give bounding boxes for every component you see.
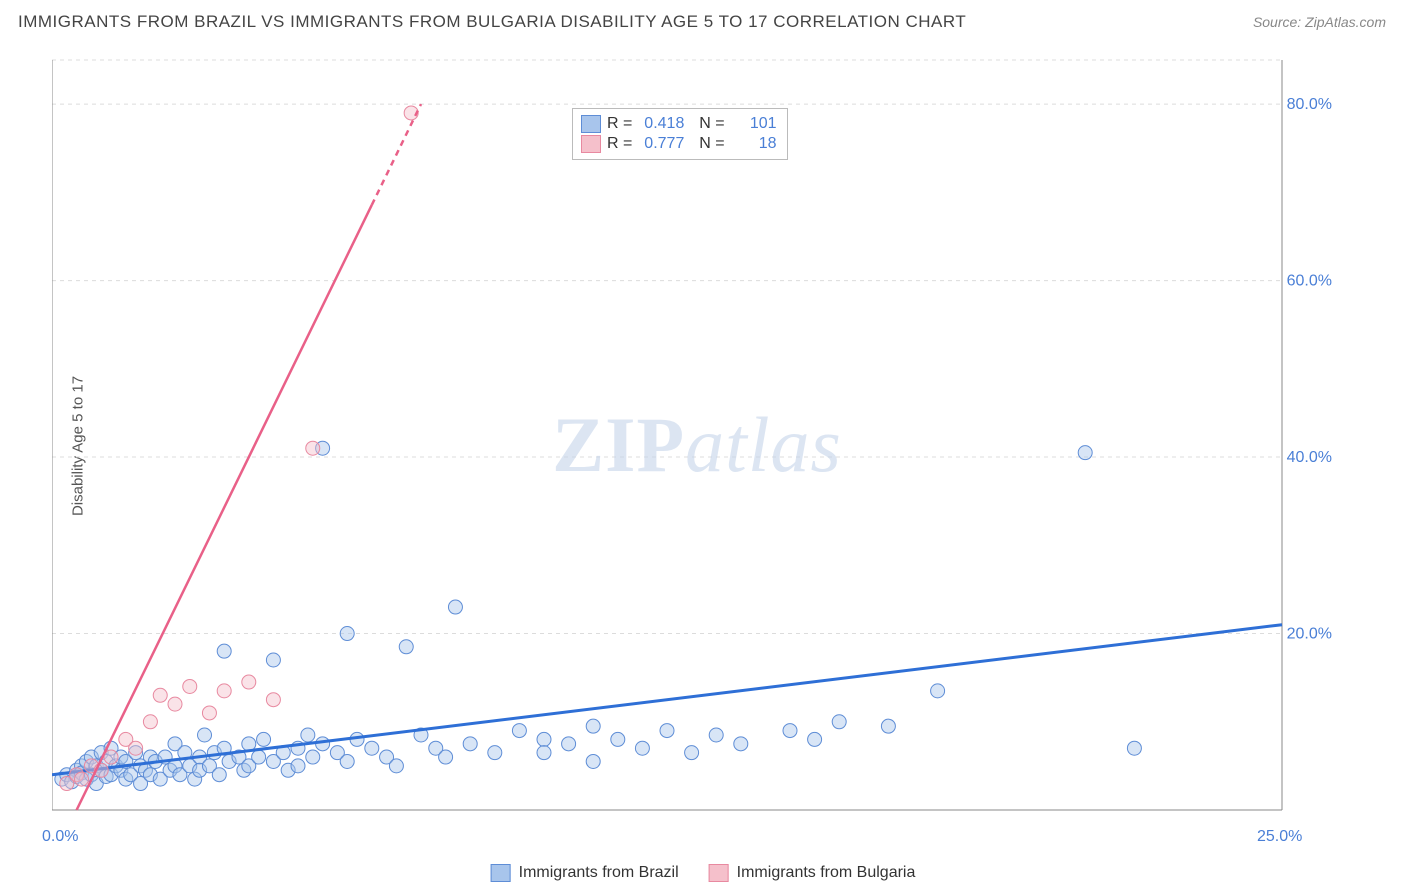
legend-row: R = 0.418 N = 101 (581, 115, 777, 133)
source-label: Source: ZipAtlas.com (1253, 14, 1386, 30)
legend-n-label: N = (690, 135, 724, 153)
legend-item: Immigrants from Bulgaria (709, 864, 916, 882)
legend-r-label: R = (607, 115, 632, 133)
x-tick-max: 25.0% (1257, 828, 1302, 846)
legend-label: Immigrants from Brazil (519, 864, 679, 882)
svg-text:60.0%: 60.0% (1287, 273, 1332, 290)
svg-text:40.0%: 40.0% (1287, 449, 1332, 466)
legend-label: Immigrants from Bulgaria (737, 864, 916, 882)
legend-row: R = 0.777 N = 18 (581, 135, 777, 153)
svg-text:80.0%: 80.0% (1287, 96, 1332, 113)
series-legend: Immigrants from Brazil Immigrants from Bu… (491, 864, 916, 882)
svg-text:20.0%: 20.0% (1287, 626, 1332, 643)
x-tick-min: 0.0% (42, 828, 78, 846)
scatter-plot: 20.0% 40.0% 60.0% 80.0% (52, 50, 1342, 840)
chart-title: IMMIGRANTS FROM BRAZIL VS IMMIGRANTS FRO… (18, 12, 966, 32)
legend-swatch (709, 864, 729, 882)
legend-swatch (491, 864, 511, 882)
legend-n-value: 18 (731, 135, 777, 153)
legend-n-value: 101 (731, 115, 777, 133)
legend-swatch (581, 115, 601, 133)
legend-r-label: R = (607, 135, 632, 153)
legend-n-label: N = (690, 115, 724, 133)
correlation-legend: R = 0.418 N = 101 R = 0.777 N = 18 (572, 108, 788, 160)
legend-r-value: 0.418 (638, 115, 684, 133)
legend-item: Immigrants from Brazil (491, 864, 679, 882)
chart-area: 20.0%40.0%60.0%80.0% ZIPatlas R =0.418 N… (52, 50, 1342, 840)
legend-swatch (581, 135, 601, 153)
legend-r-value: 0.777 (638, 135, 684, 153)
